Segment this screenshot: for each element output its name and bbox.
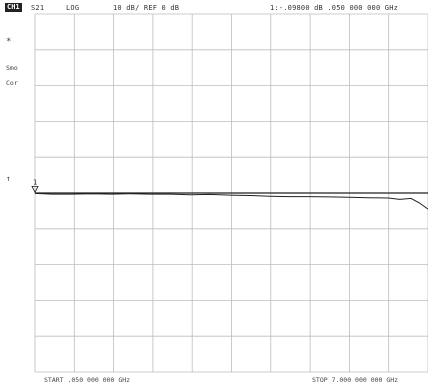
stop-frequency: STOP 7.000 000 000 GHz [312,376,399,384]
reference-arrow-icon: ↑ [6,174,11,183]
channel-indicator: CH1 [5,3,22,12]
parameter-label: S21 [31,4,45,12]
marker-triangle-icon [31,185,39,194]
marker-flag: 1 [31,178,39,194]
format-label: LOG [66,4,80,12]
start-frequency: START .050 000 000 GHz [44,376,131,384]
trace-line [34,192,428,210]
marker-star-icon: * [6,37,12,47]
grid [34,13,428,373]
marker-number: 1 [33,178,37,186]
marker-readout: 1:-.09800 dB .050 000 000 GHz [270,4,399,12]
correction-indicator: Cor [6,79,18,87]
scale-label: 10 dB/ REF 0 dB [113,4,180,12]
smoothing-indicator: Smo [6,64,18,72]
